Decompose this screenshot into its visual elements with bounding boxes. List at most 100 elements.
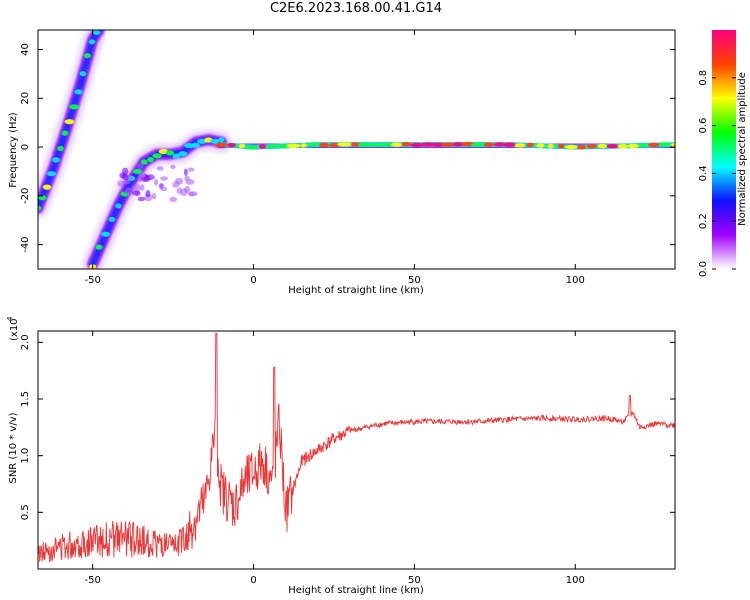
spectrogram-axes: -50 0 50 100 40 20 0 -20 -40 bbox=[20, 30, 675, 286]
scatter-blob bbox=[175, 177, 184, 185]
spectral-blob bbox=[587, 144, 597, 149]
spectral-blob bbox=[52, 157, 60, 163]
spectral-blob bbox=[178, 151, 188, 157]
scatter-blob bbox=[122, 180, 131, 185]
snr-x-tick-label: 50 bbox=[408, 575, 421, 586]
spectral-blob bbox=[420, 142, 434, 147]
spectral-trace-rising-branch bbox=[82, 129, 232, 269]
spectral-blob bbox=[61, 130, 69, 136]
scatter-blob bbox=[160, 176, 168, 181]
spectral-blob bbox=[101, 231, 111, 237]
colorbar-tick-label: 0.0 bbox=[698, 261, 709, 277]
spectrogram-x-tick-label: 100 bbox=[566, 275, 585, 286]
spectrogram-y-tick-label: -20 bbox=[20, 188, 31, 204]
snr-y-tick-label: 1.0 bbox=[20, 448, 31, 464]
spectral-blob bbox=[258, 144, 267, 149]
snr-panel: -50 0 50 100 0.5 1.0 1.5 2.0 Height of straight… bbox=[6, 316, 676, 596]
spectral-blob bbox=[640, 143, 647, 148]
spectrogram-y-tick-label: 20 bbox=[20, 92, 31, 105]
snr-x-label: Height of straight line (km) bbox=[288, 585, 424, 596]
snr-series bbox=[38, 332, 675, 563]
page-title: C2E6.2023.168.00.41.G14 bbox=[269, 1, 443, 16]
spectral-blob bbox=[547, 143, 554, 149]
spectral-blob bbox=[606, 144, 619, 149]
scatter-blob bbox=[117, 180, 124, 187]
scatter-blob bbox=[119, 172, 127, 179]
spectral-blob bbox=[380, 142, 393, 147]
spectral-blob bbox=[64, 119, 75, 125]
snr-y-label: SNR (10 * v/v) bbox=[8, 412, 19, 483]
snr-line bbox=[38, 332, 675, 563]
spectrogram-frame bbox=[37, 29, 676, 270]
spectral-blob bbox=[309, 142, 319, 147]
spectral-blob bbox=[430, 142, 445, 147]
spectral-blob bbox=[84, 53, 91, 59]
spectral-blob bbox=[42, 184, 52, 190]
spectral-blob bbox=[390, 142, 403, 147]
scatter-blob bbox=[188, 191, 198, 197]
spectral-blob bbox=[300, 143, 307, 148]
colorbar-tick-label: 0.8 bbox=[698, 70, 709, 86]
spectrogram-x-tick-label: 0 bbox=[250, 275, 256, 286]
colorbar-tick-label: 0.4 bbox=[698, 165, 709, 181]
colorbar-label: Normalized spectral amplitude bbox=[737, 72, 748, 226]
spectrogram-y-tick-label: -40 bbox=[20, 236, 31, 252]
scatter-blob bbox=[170, 164, 176, 170]
spectral-blob bbox=[526, 142, 534, 148]
spectral-blob bbox=[246, 145, 258, 150]
spectral-blob bbox=[337, 142, 353, 147]
spectral-blob bbox=[147, 157, 154, 163]
spectral-blob bbox=[108, 216, 116, 222]
scatter-blob bbox=[127, 175, 133, 181]
spectral-blob bbox=[286, 143, 301, 148]
snr-y-multiplier-exp: 4 bbox=[6, 316, 14, 321]
spectral-blob bbox=[319, 142, 330, 148]
spectral-trace-steep-branch bbox=[38, 30, 110, 218]
spectral-blob bbox=[410, 142, 424, 148]
spectral-blob bbox=[597, 143, 607, 149]
spectrogram-y-label: Frequency (Hz) bbox=[8, 112, 19, 188]
spectral-blob bbox=[358, 142, 373, 147]
spectral-blob bbox=[484, 142, 494, 147]
scatter-blob bbox=[131, 190, 140, 196]
spectral-blob bbox=[659, 142, 670, 147]
scatter-blob bbox=[136, 163, 144, 171]
scatter-blob bbox=[169, 196, 177, 203]
spectral-blob bbox=[92, 30, 101, 35]
spectral-blob bbox=[57, 145, 64, 152]
spectral-blob bbox=[648, 142, 660, 148]
spectral-blob bbox=[88, 39, 96, 45]
spectral-trace-flat-branch bbox=[213, 136, 675, 156]
snr-x-tick-label: 0 bbox=[250, 575, 256, 586]
scatter-blob bbox=[137, 196, 146, 202]
scatter-blob bbox=[125, 187, 133, 196]
spectral-blob bbox=[95, 244, 103, 250]
spectral-blob bbox=[627, 143, 639, 149]
snr-y-tick-label: 2.0 bbox=[20, 334, 31, 350]
spectral-blob bbox=[74, 89, 83, 95]
colorbar: 0.0 0.2 0.4 0.6 0.8 Normalized spectral ampl… bbox=[698, 30, 748, 277]
spectral-scatter-cloud bbox=[117, 163, 198, 203]
scatter-blob bbox=[154, 179, 158, 186]
colorbar-ticks: 0.0 0.2 0.4 0.6 0.8 bbox=[698, 70, 736, 277]
spectral-blob bbox=[577, 145, 587, 150]
scatter-blob bbox=[131, 184, 141, 192]
colorbar-tick-label: 0.2 bbox=[698, 213, 709, 229]
spectral-blob bbox=[214, 142, 228, 148]
spectral-blob bbox=[69, 104, 79, 110]
colorbar-gradient bbox=[712, 30, 736, 269]
spectrogram-traces bbox=[38, 30, 675, 269]
spectral-blob bbox=[371, 142, 380, 148]
spectrogram-x-tick-label: -50 bbox=[85, 275, 101, 286]
snr-frame bbox=[37, 330, 676, 570]
spectral-blob bbox=[191, 142, 200, 148]
spectral-blob bbox=[617, 144, 629, 149]
scatter-blob bbox=[145, 174, 155, 181]
spectrogram-panel: -50 0 50 100 40 20 0 -20 -40 Height of straight … bbox=[8, 29, 676, 296]
spectrogram-x-label: Height of straight line (km) bbox=[288, 285, 424, 296]
spectral-blob bbox=[350, 142, 360, 147]
colorbar-tick-label: 0.6 bbox=[698, 118, 709, 134]
snr-x-tick-label: -50 bbox=[85, 575, 101, 586]
spectral-blob bbox=[38, 205, 42, 211]
